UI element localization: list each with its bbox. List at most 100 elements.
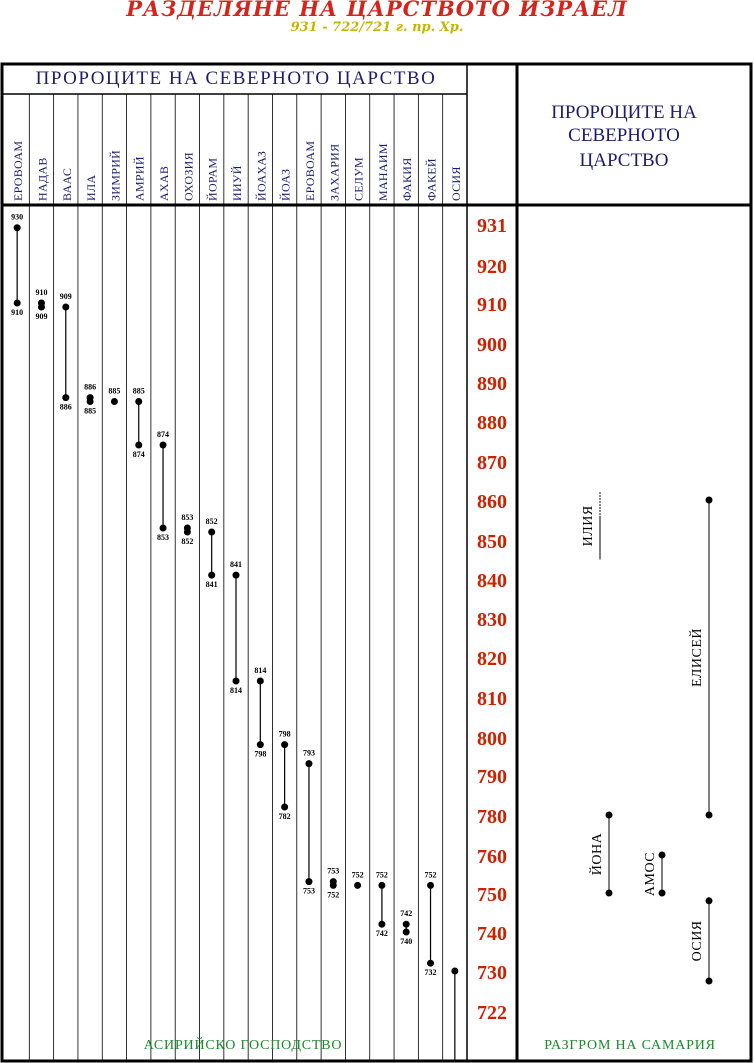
year-label: 730 <box>477 962 507 984</box>
reign-start-label: 752 <box>376 870 388 879</box>
year-label: 910 <box>477 294 507 316</box>
year-label: 840 <box>477 570 507 592</box>
reign-start-dot <box>135 398 143 405</box>
king-name: ЙОАЗ <box>279 169 293 201</box>
reign-end-label: 753 <box>303 887 315 896</box>
year-label: 920 <box>477 256 507 278</box>
year-label: 750 <box>477 884 507 906</box>
reign-end-label: 874 <box>133 450 145 459</box>
king-name: ОХОЗИЯ <box>181 152 195 201</box>
reign-end-label: 885 <box>84 407 96 416</box>
prophet-start-dot <box>705 496 713 504</box>
prophet-start-dot <box>658 851 666 859</box>
king-names: ЕРОВОАМ НАДАВ ВААС ИЛА ЗИМРИЙ АМРИЙ АХАВ ОХОЗИЯ… <box>11 141 463 201</box>
reign-end-label: 798 <box>254 750 266 759</box>
footer-left-label: АСИРИЙСКО ГОСПОДСТВО <box>144 1036 343 1053</box>
reign-end-dot <box>427 959 435 967</box>
reign-start-dot <box>256 677 264 685</box>
prophet-start-dot <box>605 811 613 819</box>
reign-start-dot <box>208 528 216 536</box>
year-label: 931 <box>477 215 507 237</box>
reign-start-label: 885 <box>108 387 120 396</box>
year-label: 880 <box>477 412 507 434</box>
prophet-end-dot <box>658 889 666 897</box>
reign-end-dot <box>305 878 313 886</box>
reign-start-dot <box>305 760 313 768</box>
reign-end-dot <box>37 303 45 311</box>
reign-start-label: 798 <box>279 730 291 739</box>
king-name: ИЛА <box>84 175 98 201</box>
king-name: МАНАИМ <box>376 143 390 201</box>
king-name: АХАВ <box>157 166 171 201</box>
reign-start-label: 752 <box>352 870 364 879</box>
reign-start-label: 909 <box>60 292 72 301</box>
year-label: 870 <box>477 452 507 474</box>
prophet-end-dot <box>605 889 613 897</box>
reign-start-dot <box>13 224 21 232</box>
prophets-header-line-3: ЦАРСТВО <box>580 150 669 171</box>
king-name: АМРИЙ <box>133 156 147 201</box>
year-labels: 931 920 910 900 890 880 870 860 850 840 830 820 810 8… <box>477 215 507 1024</box>
prophets-header-line-1: ПРОРОЦИТЕ НА <box>551 102 697 123</box>
prophet-name: ИЛИЯ <box>581 505 596 546</box>
prophet-name: АМОС <box>643 852 658 896</box>
prophet-end-dot <box>705 811 713 819</box>
outer-border <box>0 62 753 1063</box>
king-name: ОСИЯ <box>449 166 463 201</box>
reign-end-dot <box>256 741 264 749</box>
prophet-name: ЙОНА <box>588 832 605 875</box>
reign-start-label: 853 <box>181 513 193 522</box>
reign-end-label: 841 <box>206 580 218 589</box>
reign-end-dot <box>402 928 410 936</box>
reign-start-label: 852 <box>206 517 218 526</box>
reign-start-label: 886 <box>84 383 96 392</box>
year-label: 900 <box>477 334 507 356</box>
year-label: 820 <box>477 648 507 670</box>
reign-end-dot <box>208 571 216 579</box>
reign-start-label: 841 <box>230 560 242 569</box>
reign-end-label: 910 <box>11 308 23 317</box>
reign-start-dot <box>232 571 240 579</box>
reign-end-label: 740 <box>400 937 412 946</box>
page-title: РАЗДЕЛЯНЕ НА ЦАРСТВОТО ИЗРАЕЛ <box>126 0 628 21</box>
reign-start-label: 885 <box>133 387 145 396</box>
reign-start-label: 742 <box>400 909 412 918</box>
reign-start-dot <box>110 398 118 405</box>
reign-end-label: 752 <box>327 890 339 899</box>
chart-frame <box>0 62 753 1063</box>
reign-end-label: 742 <box>376 929 388 938</box>
king-name: ФАКИЯ <box>400 157 414 201</box>
reign-end-dot <box>135 441 143 449</box>
year-label: 810 <box>477 688 507 710</box>
reign-end-label: 814 <box>230 686 242 695</box>
reign-end-dot <box>232 677 240 685</box>
king-name: ЗИМРИЙ <box>108 150 122 201</box>
reign-end-dot <box>183 528 191 536</box>
year-label: 800 <box>477 728 507 750</box>
prophet-name: ОСИЯ <box>690 920 705 961</box>
reign-end-label: 853 <box>157 533 169 542</box>
king-name: ЙОАХАЗ <box>254 151 268 201</box>
reign-end-dot <box>13 299 21 307</box>
reign-start-dot <box>159 441 167 449</box>
king-name: ФАКЕЙ <box>425 158 439 201</box>
year-label: 860 <box>477 491 507 513</box>
reign-start-label: 753 <box>327 867 339 876</box>
prophet-name: ЕЛИСЕЙ <box>688 628 705 687</box>
reign-end-dot <box>281 803 289 811</box>
year-label: 760 <box>477 846 507 868</box>
king-name: ИИУЙ <box>230 165 244 201</box>
reign-start-dot <box>402 920 410 928</box>
reign-end-dot <box>159 524 167 532</box>
reign-start-label: 874 <box>157 430 169 439</box>
year-label: 830 <box>477 609 507 631</box>
king-columns <box>28 94 444 1061</box>
reign-start-label: 814 <box>254 666 266 675</box>
reign-end-dot <box>86 398 94 405</box>
reign-start-label: 793 <box>303 749 315 758</box>
king-name: ЕРОВОАМ <box>303 141 317 201</box>
reign-end-label: 732 <box>425 968 437 977</box>
reign-start-dot <box>62 303 70 311</box>
king-name: НАДАВ <box>35 157 49 201</box>
